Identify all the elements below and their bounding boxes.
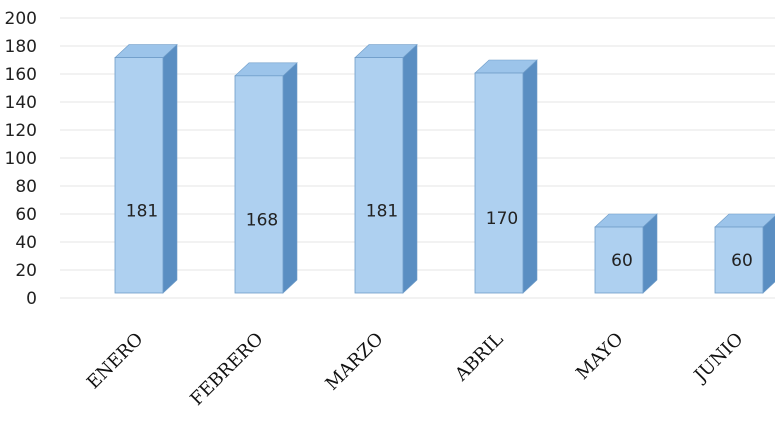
- x-category-label: ABRIL: [450, 329, 507, 386]
- y-tick-label: 200: [5, 9, 37, 29]
- bar-enero: 181: [114, 43, 178, 294]
- bar-side-face: [762, 215, 775, 294]
- bar-front-face: [714, 226, 764, 294]
- gridlines: [60, 17, 775, 299]
- bar-front-face: [114, 57, 164, 294]
- bars: 181 168 181 170 60 60: [114, 43, 775, 294]
- y-tick-label: 120: [5, 121, 37, 141]
- data-label: 168: [246, 210, 278, 230]
- x-category-label: ENERO: [83, 329, 148, 394]
- bar-front-face: [234, 75, 284, 294]
- data-label: 170: [486, 209, 518, 229]
- data-label: 181: [126, 201, 158, 221]
- bar-mayo: 60: [594, 213, 658, 294]
- y-tick-label: 40: [15, 233, 37, 253]
- bar-abril: 170: [474, 59, 538, 294]
- y-tick-label: 140: [5, 93, 37, 113]
- y-tick-label: 160: [5, 65, 37, 85]
- x-category-label: FEBRERO: [186, 329, 267, 410]
- bar-front-face: [354, 57, 404, 294]
- y-tick-label: 100: [5, 149, 37, 169]
- bar-marzo: 181: [354, 43, 418, 294]
- bar-front-face: [474, 72, 524, 294]
- data-label: 60: [611, 251, 633, 271]
- y-axis: 0 20 40 60 80 100 120 140 160 180 200: [5, 9, 37, 309]
- bar-febrero: 168: [234, 62, 298, 294]
- y-tick-label: 80: [15, 177, 37, 197]
- y-tick-label: 180: [5, 37, 37, 57]
- y-tick-label: 0: [26, 289, 37, 309]
- bar-side-face: [282, 62, 298, 294]
- data-label: 60: [731, 251, 753, 271]
- x-category-label: MARZO: [322, 329, 388, 395]
- x-category-label: JUNIO: [689, 329, 748, 388]
- bar-side-face: [162, 43, 178, 294]
- x-axis: ENERO FEBRERO MARZO ABRIL MAYO JUNIO: [83, 329, 748, 410]
- bar-side-face: [522, 59, 538, 294]
- x-category-label: MAYO: [572, 329, 627, 384]
- data-label: 181: [366, 201, 398, 221]
- bar-junio: 60: [714, 213, 775, 294]
- bar-side-face: [642, 213, 658, 294]
- y-tick-label: 20: [15, 261, 37, 281]
- y-tick-label: 60: [15, 205, 37, 225]
- bar-side-face: [402, 43, 418, 294]
- bar-front-face: [594, 226, 644, 294]
